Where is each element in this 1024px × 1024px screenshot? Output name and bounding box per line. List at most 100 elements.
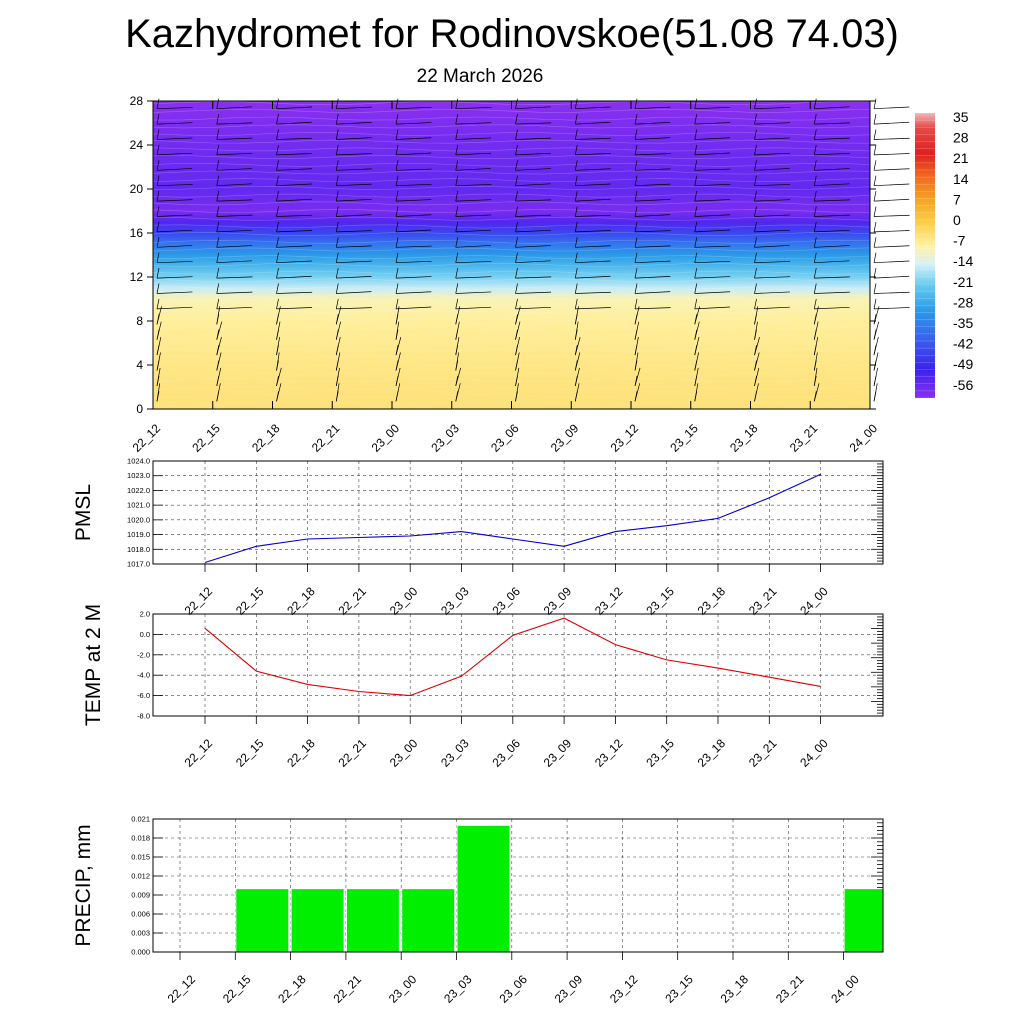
wind-barb-flag: [455, 345, 459, 356]
wind-barb-flag: [395, 221, 399, 232]
wind-barb-flag: [455, 360, 459, 371]
wind-barb-flag: [395, 391, 399, 402]
wind-barb-flag: [634, 175, 638, 186]
wind-barb: [694, 106, 731, 110]
wind-barb: [395, 229, 432, 233]
colorbar-label: -14: [953, 253, 973, 269]
wind-barb-flag: [574, 191, 578, 202]
wind-barb-flag: [395, 252, 399, 263]
wind-barb: [216, 199, 253, 202]
wind-barb: [814, 137, 850, 140]
wind-barb-flag: [574, 114, 578, 125]
wind-barb-flag: [216, 221, 220, 232]
wind-barb-flag: [515, 252, 518, 263]
wind-barb: [276, 168, 312, 171]
wind-barb-flag: [335, 114, 339, 125]
wind-barb-flag: [335, 314, 339, 325]
y-tick-label: 1024.0: [127, 457, 150, 466]
wind-barb: [455, 261, 492, 264]
wind-barb-flag: [515, 144, 518, 155]
wind-barb: [754, 245, 790, 248]
contour-line: [152, 170, 871, 175]
contour-line: [152, 247, 871, 252]
wind-barb: [395, 168, 432, 171]
wind-barb: [336, 276, 372, 279]
wind-barb-flag: [335, 283, 339, 294]
wind-barb: [156, 291, 193, 294]
wind-barb-flag: [515, 360, 518, 371]
wind-barb: [575, 198, 611, 202]
wind-barb-flag: [634, 375, 638, 386]
wind-barb-flag: [813, 329, 817, 340]
wind-barb-flag: [694, 237, 698, 248]
wind-barb-flag: [515, 160, 518, 171]
wind-barb-flag: [813, 360, 817, 371]
heatmap-y-tick-label: 8: [136, 314, 143, 328]
wind-barb-flag: [634, 298, 638, 309]
wind-barb-flag: [276, 360, 279, 371]
wind-barb: [575, 106, 611, 110]
colorbar-label: 14: [953, 171, 969, 187]
wind-barb-flag: [455, 160, 459, 171]
wind-barb: [575, 183, 611, 187]
wind-barb-flag: [634, 360, 638, 371]
wind-barb-flag: [754, 160, 757, 171]
panel-y-label: PMSL: [72, 484, 95, 541]
wind-barb-flag: [156, 191, 160, 202]
wind-barb-flag: [873, 252, 877, 263]
wind-barb-flag: [156, 237, 160, 248]
wind-barb: [754, 107, 791, 110]
wind-barb: [455, 306, 492, 310]
wind-barb-flag: [395, 144, 399, 155]
wind-barb-flag: [873, 298, 877, 309]
contour-line: [152, 216, 871, 221]
colorbar: 35 28 21 14 7 0 -7 -14 -21 -28 -35 -42 -49 -56: [915, 109, 973, 399]
contour-line: [152, 393, 871, 398]
wind-barb-flag: [634, 206, 638, 217]
wind-barb: [455, 184, 492, 187]
wind-barb-flag: [335, 175, 339, 186]
wind-barb: [575, 260, 611, 264]
wind-barb: [694, 245, 731, 248]
wind-barb-flag: [873, 268, 877, 279]
wind-barb: [455, 152, 492, 156]
wind-barb-flag: [873, 206, 877, 217]
wind-barb-flag: [335, 129, 339, 140]
wind-barb: [575, 245, 611, 248]
contour-line: [152, 116, 871, 121]
precip-bar: [235, 888, 290, 953]
wind-barb: [336, 168, 372, 171]
wind-barb-flag: [754, 206, 757, 217]
wind-barb-flag: [335, 268, 339, 279]
wind-barb-flag: [455, 144, 459, 155]
wind-barb: [575, 307, 611, 310]
wind-barb-flag: [813, 314, 817, 325]
y-tick-label: 0.003: [131, 929, 150, 938]
wind-barb-flag: [455, 221, 459, 232]
wind-barb: [336, 183, 372, 187]
colorbar-label: 21: [953, 150, 969, 166]
wind-barb-flag: [216, 283, 220, 294]
wind-barb-flag: [395, 114, 399, 125]
wind-barb-flag: [276, 221, 279, 232]
contour-line: [152, 124, 871, 129]
y-tick-label: 0.006: [131, 910, 150, 919]
wind-barb-flag: [813, 375, 817, 386]
wind-barb-flag: [813, 191, 817, 202]
x-tick-label: 22_15: [220, 972, 254, 1006]
wind-barb: [515, 152, 551, 156]
wind-barb: [515, 260, 551, 264]
wind-barb-flag: [574, 237, 578, 248]
wind-barb-flag: [694, 206, 698, 217]
wind-barb-flag: [574, 360, 578, 371]
wind-barb: [395, 152, 432, 156]
wind-barb: [216, 183, 252, 187]
wind-barb: [336, 245, 372, 248]
wind-barb-flag: [574, 375, 578, 386]
wind-barb-flag: [276, 283, 279, 294]
heatmap-y-tick-label: 12: [130, 270, 144, 284]
x-tick-label: 22_15: [233, 736, 267, 770]
contour-line: [152, 378, 871, 383]
contour-line: [152, 278, 871, 283]
wind-barb: [336, 214, 372, 217]
